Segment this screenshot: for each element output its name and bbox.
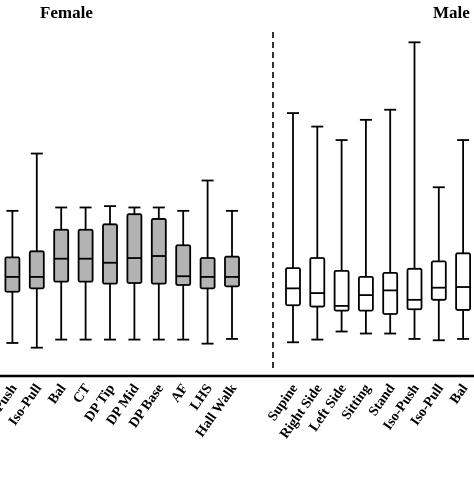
panel-title-female: Female: [40, 3, 93, 22]
box-female-dp-base: [150, 206, 167, 341]
box-iqr: [357, 276, 374, 312]
box-male-stand: [382, 108, 399, 335]
box-iqr: [199, 257, 216, 290]
tick-label-male-bal: Bal: [447, 382, 471, 407]
box-male-iso-pull: [430, 186, 447, 342]
box-female-lhs: [199, 179, 216, 345]
box-female-dp-mid: [126, 206, 143, 341]
box-male-supine: [285, 112, 301, 344]
box-iqr: [28, 250, 45, 290]
tick-label-female-bal: Bal: [46, 382, 70, 407]
box-male-right-side: [309, 125, 326, 341]
box-iqr: [406, 267, 423, 311]
box-iqr: [102, 223, 118, 285]
box-female-af: [175, 209, 192, 341]
box-male-sitting: [357, 118, 374, 335]
panel-title-male: Male: [433, 3, 470, 22]
box-iqr: [126, 213, 143, 284]
box-iqr: [224, 255, 240, 288]
box-male-iso-push: [406, 41, 423, 340]
box-iqr: [382, 271, 399, 315]
box-female-dp-tip: [102, 205, 118, 341]
box-male-left-side: [333, 139, 350, 333]
box-iqr: [77, 228, 94, 283]
box-female-iso-pull: [28, 152, 45, 349]
tick-label-female-af: AF: [168, 382, 191, 406]
box-iqr: [4, 256, 21, 293]
box-female-iso-push: [4, 209, 21, 344]
box-iqr: [430, 260, 447, 301]
box-female-ct: [77, 206, 94, 341]
box-iqr: [53, 228, 70, 283]
box-iqr: [175, 244, 192, 286]
box-female-bal: [53, 206, 70, 341]
box-iqr: [333, 269, 350, 312]
box-iqr: [309, 257, 326, 308]
box-iqr: [285, 267, 301, 307]
box-female-hall-walk: [224, 209, 240, 340]
box-male-bal: [455, 139, 472, 340]
box-iqr: [455, 252, 472, 311]
box-iqr: [150, 218, 167, 285]
